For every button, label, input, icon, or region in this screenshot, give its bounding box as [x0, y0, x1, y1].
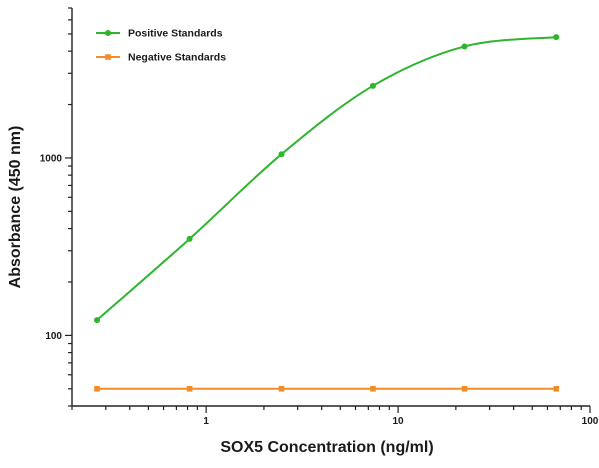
data-point: [370, 386, 376, 392]
legend-marker: [105, 30, 111, 36]
series: [94, 34, 560, 392]
y-axis-title: Absorbance (450 nm): [7, 126, 24, 289]
y-tick-label: 100: [45, 331, 62, 342]
data-point: [553, 386, 560, 392]
legend-label: Negative Standards: [128, 52, 226, 64]
legend-item: Positive Standards: [96, 28, 223, 40]
data-point: [461, 43, 468, 50]
data-point: [553, 34, 560, 41]
legend-item: Negative Standards: [96, 52, 226, 64]
legend: Positive Standards Negative Standards: [96, 28, 226, 64]
series-0: [94, 34, 560, 324]
y-tick-label: 1000: [40, 153, 63, 164]
x-tick-label: 10: [393, 416, 405, 427]
data-point: [94, 386, 100, 392]
data-point: [278, 386, 285, 392]
x-tick-label: 1: [203, 416, 209, 427]
legend-label: Positive Standards: [128, 28, 223, 40]
series-line: [96, 36, 557, 321]
axes: [71, 8, 590, 407]
legend-marker: [105, 54, 111, 60]
series-1: [94, 386, 560, 392]
x-axis-title: SOX5 Concentration (ng/ml): [220, 439, 433, 456]
data-point: [186, 386, 193, 392]
data-point: [369, 82, 376, 89]
ticks: 1 10 100 100 1000: [40, 7, 599, 427]
data-point: [461, 386, 468, 392]
x-tick-label: 100: [582, 416, 599, 427]
data-point: [278, 151, 285, 158]
data-point: [186, 235, 193, 242]
data-point: [94, 317, 101, 324]
